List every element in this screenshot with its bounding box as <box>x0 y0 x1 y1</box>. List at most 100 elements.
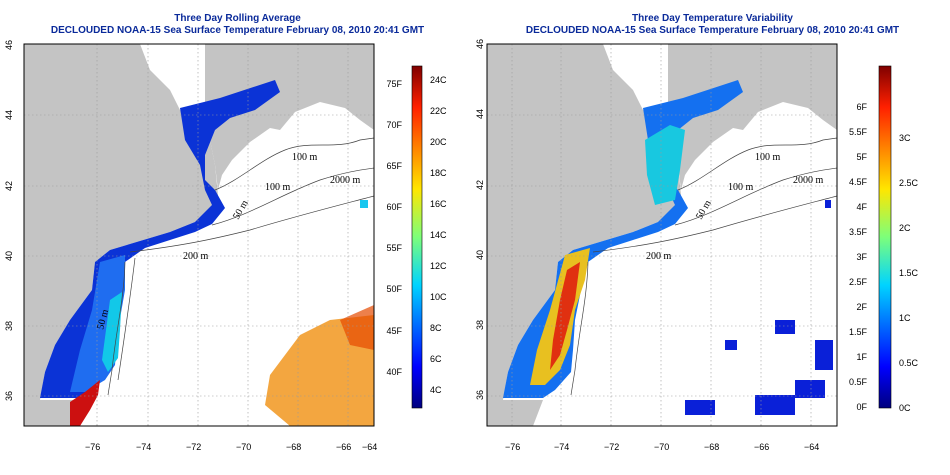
contour-label: 100 m <box>728 182 754 193</box>
colorbar-label-c: 22C <box>430 106 447 116</box>
colorbar-label-f: 3.5F <box>849 227 868 237</box>
lat-tick: 46 <box>475 39 485 49</box>
colorbar-label-f: 40F <box>386 367 402 377</box>
colorbar-label-c: 0C <box>899 403 911 413</box>
colorbar-label-f: 0F <box>856 402 867 412</box>
colorbar-label-c: 2.5C <box>899 178 919 188</box>
colorbar-label-c: 4C <box>430 385 442 395</box>
colorbar-label-c: 8C <box>430 323 442 333</box>
map-frame <box>23 43 375 427</box>
colorbar-label-f: 70F <box>386 120 402 130</box>
colorbar-label-f: 3F <box>856 252 867 262</box>
sst-variability-panel: Three Day Temperature Variability DECLOU… <box>475 0 950 475</box>
variability-high <box>550 262 580 370</box>
colorbar <box>411 65 423 409</box>
colorbar-label-f: 60F <box>386 202 402 212</box>
colorbar-label-f: 5.5F <box>849 127 868 137</box>
lat-tick: 36 <box>475 390 485 400</box>
colorbar-label-c: 14C <box>430 230 447 240</box>
colorbar-label-c: 20C <box>430 137 447 147</box>
contour-label: 100 m <box>265 182 291 193</box>
lat-tick: 38 <box>4 321 14 331</box>
land-mass <box>668 44 837 190</box>
lat-tick: 42 <box>475 180 485 190</box>
land-mass <box>24 44 218 426</box>
map-area <box>487 44 837 426</box>
contour-label: 2000 m <box>793 175 824 186</box>
colorbar <box>878 65 892 409</box>
colorbar-label-f: 55F <box>386 243 402 253</box>
colorbar-label-f: 2F <box>856 302 867 312</box>
colorbar-label-f: 50F <box>386 284 402 294</box>
sst-warm-offshore <box>265 315 374 426</box>
colorbar-label-c: 1C <box>899 313 911 323</box>
colorbar-label-c: 10C <box>430 292 447 302</box>
colorbar-label-c: 3C <box>899 133 911 143</box>
contour-label: 2000 m <box>330 175 361 186</box>
colorbar-label-f: 1.5F <box>849 327 868 337</box>
lat-tick: 44 <box>475 109 485 119</box>
lat-tick: 40 <box>475 250 485 260</box>
lat-tick: 42 <box>4 181 14 191</box>
colorbar-label-f: 4F <box>856 202 867 212</box>
sst-average-map: 100 m 2000 m 100 m 50 m 200 m 50 m 44 42… <box>4 40 447 452</box>
lon-tick: −64 <box>804 442 819 452</box>
bathymetry-contours <box>107 137 374 396</box>
variability-mid <box>645 125 685 205</box>
colorbar-label-f: 2.5F <box>849 277 868 287</box>
colorbar-label-f: 4.5F <box>849 177 868 187</box>
map-frame <box>486 43 838 427</box>
offshore-patches <box>685 200 833 415</box>
colorbar-label-c: 2C <box>899 223 911 233</box>
lon-tick: −66 <box>754 442 769 452</box>
lon-tick: −76 <box>505 442 520 452</box>
sst-gulf-stream <box>70 380 100 426</box>
land-mass <box>205 44 374 190</box>
colorbar-label-c: 24C <box>430 75 447 85</box>
panel-title: Three Day Temperature Variability <box>632 13 793 24</box>
colorbar-label-f: 0.5F <box>849 377 868 387</box>
colorbar-label-c: 16C <box>430 199 447 209</box>
sst-shelf-water <box>102 292 122 372</box>
colorbar-label-c: 12C <box>430 261 447 271</box>
lon-tick: −72 <box>186 442 201 452</box>
lon-tick: −76 <box>85 442 100 452</box>
map-area <box>24 44 374 426</box>
sst-average-panel: Three Day Rolling Average DECLOUDED NOAA… <box>4 13 447 452</box>
contour-label: 100 m <box>755 152 781 163</box>
lon-tick: −70 <box>654 442 669 452</box>
colorbar-label-f: 1F <box>856 352 867 362</box>
lat-tick: 36 <box>4 391 14 401</box>
lon-tick: −66 <box>336 442 351 452</box>
lat-tick: 44 <box>4 110 14 120</box>
colorbar-label-f: 6F <box>856 102 867 112</box>
colorbar-label-c: 0.5C <box>899 358 919 368</box>
contour-label: 100 m <box>292 152 318 163</box>
colorbar-label-f: 5F <box>856 152 867 162</box>
colorbar-label-f: 65F <box>386 161 402 171</box>
contour-label: 200 m <box>646 251 672 262</box>
colorbar-label-c: 18C <box>430 168 447 178</box>
colorbar-label-c: 6C <box>430 354 442 364</box>
contour-label: 200 m <box>183 251 209 262</box>
sst-warm-offshore <box>340 305 374 350</box>
panel-title: Three Day Rolling Average <box>174 13 301 24</box>
colorbar-label-f: 75F <box>386 79 402 89</box>
lon-tick: −70 <box>236 442 251 452</box>
contour-label: 50 m <box>95 308 111 331</box>
land-mass <box>487 44 681 426</box>
lon-tick: −74 <box>136 442 151 452</box>
lon-tick: −64 <box>362 442 377 452</box>
lon-tick: −68 <box>286 442 301 452</box>
lat-tick: 46 <box>4 40 14 50</box>
panel-subtitle: DECLOUDED NOAA-15 Sea Surface Temperatur… <box>525 25 900 36</box>
panel-subtitle: DECLOUDED NOAA-15 Sea Surface Temperatur… <box>50 25 425 36</box>
colorbar-label-f: 45F <box>386 326 402 336</box>
colorbar-label-c: 1.5C <box>899 268 919 278</box>
lat-tick: 38 <box>475 320 485 330</box>
lon-tick: −72 <box>604 442 619 452</box>
bathymetry-contours <box>570 137 837 396</box>
lon-tick: −74 <box>554 442 569 452</box>
lat-tick: 40 <box>4 251 14 261</box>
sst-variability-map: 100 m 2000 m 100 m 50 m 200 m −76 −74 −7… <box>475 39 919 452</box>
